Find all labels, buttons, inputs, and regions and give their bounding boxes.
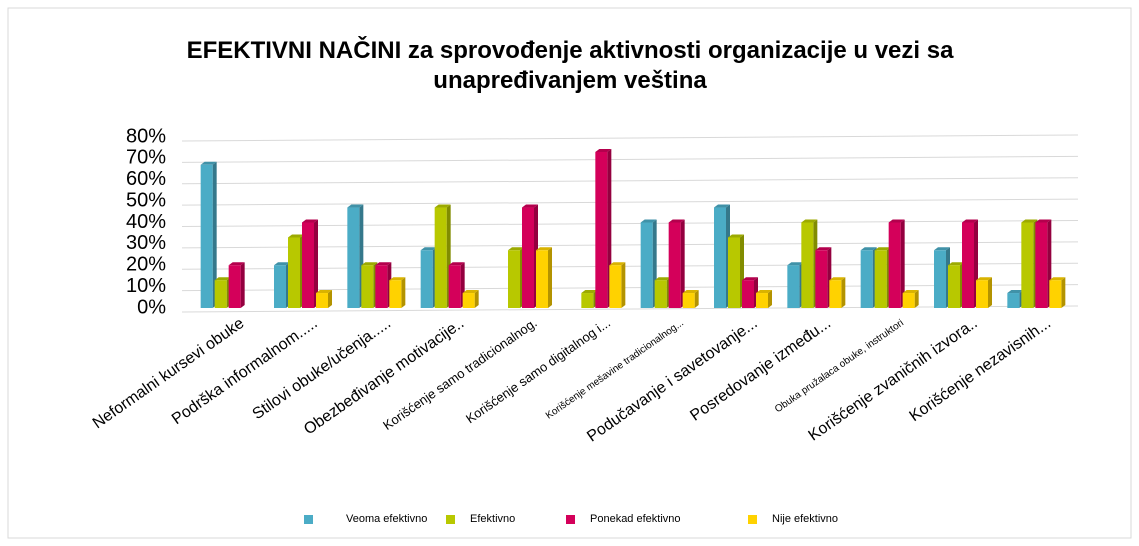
bar (1035, 219, 1052, 308)
x-tick-label: Korišćenje samo digitalnog i... (463, 315, 613, 426)
y-tick-label: 40% (126, 211, 166, 233)
bar (1049, 277, 1066, 308)
bar (536, 247, 552, 308)
grid-line (181, 262, 1079, 270)
y-tick-label: 70% (126, 147, 166, 169)
bar (801, 219, 818, 308)
bar (829, 277, 846, 308)
bar (888, 219, 905, 308)
grid-line (181, 284, 1079, 292)
bar (948, 262, 964, 308)
bar (1007, 290, 1024, 308)
bar (316, 290, 332, 308)
grid-line (181, 305, 1079, 313)
bar (787, 262, 804, 308)
bar (274, 262, 290, 308)
x-tick-label: Korišćenje nezavisnih... (907, 315, 1054, 425)
bar (714, 204, 730, 308)
x-tick-label: Posredovanje između... (687, 315, 834, 425)
bar (815, 247, 832, 308)
grid-line (181, 177, 1079, 185)
grid-line (181, 155, 1079, 163)
y-tick-label: 30% (126, 232, 166, 254)
bar (302, 219, 318, 308)
bar (640, 219, 657, 308)
grid-line (181, 241, 1079, 249)
y-tick-label: 60% (126, 168, 166, 190)
bar (420, 247, 437, 308)
chart-title: EFEKTIVNI NAČINI za sprovođenje aktivnos… (186, 37, 954, 94)
y-tick-label: 10% (126, 275, 166, 297)
legend-label: Veoma efektivno (346, 513, 427, 525)
y-tick-label: 20% (126, 254, 166, 276)
bar (375, 262, 392, 308)
bar (756, 290, 772, 308)
x-tick-label: Podrška informalnom..... (169, 315, 321, 428)
legend-label: Ponekad efektivno (590, 513, 681, 525)
bar (654, 277, 671, 308)
legend-swatch (446, 515, 455, 524)
legend-swatch (566, 515, 575, 524)
bar (902, 290, 919, 308)
bar (609, 262, 626, 308)
grid-line (181, 220, 1079, 227)
bar (728, 234, 744, 308)
bar (962, 219, 978, 308)
grid-line (181, 198, 1079, 206)
bar (361, 262, 378, 308)
bar (581, 290, 598, 308)
y-tick-label: 50% (126, 189, 166, 211)
bar (668, 219, 685, 308)
legend-label: Nije efektivno (772, 513, 838, 525)
y-tick-label: 0% (137, 296, 166, 318)
chart-frame (7, 7, 1132, 539)
legend-swatch (304, 515, 313, 524)
legend-swatch (748, 515, 757, 524)
bar (934, 247, 950, 308)
x-tick-label: Obuka pružalaca obuke, instruktori (773, 318, 906, 416)
grid-line (181, 134, 1079, 142)
bar (874, 247, 891, 308)
bar (595, 148, 612, 308)
bar (682, 290, 699, 308)
bar (508, 247, 524, 308)
legend-label: Efektivno (470, 513, 515, 525)
bar (522, 204, 538, 308)
bar (976, 277, 992, 308)
bar (228, 262, 245, 308)
bar (742, 277, 758, 308)
y-tick-label: 80% (126, 125, 166, 147)
bar (1021, 219, 1038, 308)
bar (214, 277, 231, 308)
x-tick-label: Stilovi obuke/učenja..... (250, 315, 395, 423)
x-tick-label: Korišćenje mešavine tradicionalnog... (544, 318, 686, 422)
bar (288, 234, 304, 308)
bar (462, 290, 479, 308)
bar (860, 247, 877, 308)
bar (200, 161, 217, 308)
bar (434, 204, 451, 308)
bar (347, 204, 364, 308)
bar (389, 277, 406, 308)
bar (448, 262, 465, 308)
